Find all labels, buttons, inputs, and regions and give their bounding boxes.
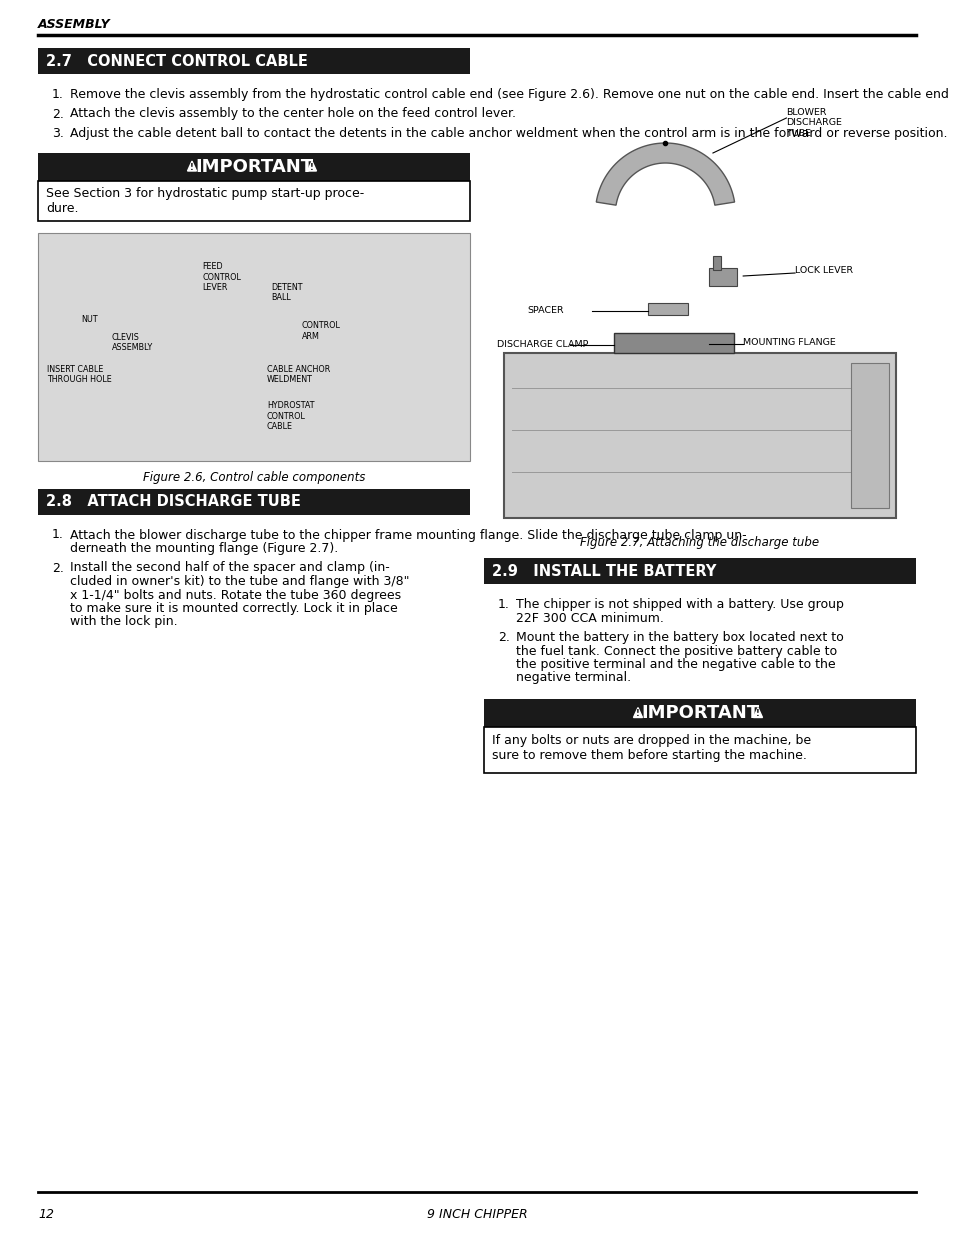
- Text: Adjust the cable detent ball to contact the detents in the cable anchor weldment: Adjust the cable detent ball to contact …: [70, 127, 946, 140]
- Text: LOCK LEVER: LOCK LEVER: [794, 266, 852, 275]
- Text: 1.: 1.: [497, 598, 509, 611]
- Text: ASSEMBLY: ASSEMBLY: [38, 19, 111, 32]
- Text: 2.9   INSTALL THE BATTERY: 2.9 INSTALL THE BATTERY: [492, 563, 716, 578]
- Bar: [613, 333, 733, 353]
- Bar: [38, 489, 470, 515]
- Bar: [647, 303, 687, 315]
- Polygon shape: [188, 161, 196, 170]
- Text: to make sure it is mounted correctly. Lock it in place: to make sure it is mounted correctly. Lo…: [70, 601, 397, 615]
- Text: CABLE ANCHOR
WELDMENT: CABLE ANCHOR WELDMENT: [267, 364, 330, 384]
- Text: 1.: 1.: [52, 529, 64, 541]
- Text: Attach the clevis assembly to the center hole on the feed control lever.: Attach the clevis assembly to the center…: [70, 107, 516, 121]
- Text: IMPORTANT: IMPORTANT: [640, 704, 759, 722]
- Text: BLOWER
DISCHARGE
TUBE: BLOWER DISCHARGE TUBE: [785, 107, 841, 138]
- Text: DISCHARGE CLAMP: DISCHARGE CLAMP: [497, 340, 588, 350]
- Bar: [38, 152, 470, 180]
- Text: negative terminal.: negative terminal.: [516, 672, 631, 684]
- Bar: [708, 268, 736, 287]
- Text: 9 INCH CHIPPER: 9 INCH CHIPPER: [426, 1208, 527, 1221]
- Text: !: !: [190, 163, 193, 172]
- Text: Attach the blower discharge tube to the chipper frame mounting flange. Slide the: Attach the blower discharge tube to the …: [70, 529, 746, 541]
- Text: Install the second half of the spacer and clamp (in-: Install the second half of the spacer an…: [70, 562, 390, 574]
- Bar: [483, 699, 915, 727]
- Bar: [38, 48, 470, 74]
- Text: Remove the clevis assembly from the hydrostatic control cable end (see Figure 2.: Remove the clevis assembly from the hydr…: [70, 88, 953, 101]
- Bar: [483, 727, 915, 773]
- Text: 3.: 3.: [52, 127, 64, 140]
- Bar: [850, 363, 888, 508]
- Text: derneath the mounting flange (Figure 2.7).: derneath the mounting flange (Figure 2.7…: [70, 542, 338, 555]
- Text: 2.: 2.: [497, 631, 509, 643]
- Text: NUT: NUT: [81, 315, 98, 324]
- Text: IMPORTANT: IMPORTANT: [194, 158, 313, 175]
- Polygon shape: [753, 708, 761, 718]
- Polygon shape: [633, 708, 641, 718]
- Text: the positive terminal and the negative cable to the: the positive terminal and the negative c…: [516, 658, 835, 671]
- Text: 12: 12: [38, 1208, 54, 1221]
- Text: 2.: 2.: [52, 107, 64, 121]
- Text: SPACER: SPACER: [527, 306, 563, 315]
- Text: !: !: [756, 709, 760, 719]
- Text: Figure 2.7, Attaching the discharge tube: Figure 2.7, Attaching the discharge tube: [579, 536, 819, 550]
- Text: 1.: 1.: [52, 88, 64, 101]
- Text: !: !: [310, 163, 314, 172]
- Text: 2.7   CONNECT CONTROL CABLE: 2.7 CONNECT CONTROL CABLE: [46, 53, 308, 68]
- Bar: [483, 48, 915, 526]
- Text: The chipper is not shipped with a battery. Use group: The chipper is not shipped with a batter…: [516, 598, 843, 611]
- Text: CONTROL
ARM: CONTROL ARM: [301, 321, 340, 341]
- Text: HYDROSTAT
CONTROL
CABLE: HYDROSTAT CONTROL CABLE: [267, 401, 314, 431]
- Text: INSERT CABLE
THROUGH HOLE: INSERT CABLE THROUGH HOLE: [47, 364, 112, 384]
- Text: If any bolts or nuts are dropped in the machine, be
sure to remove them before s: If any bolts or nuts are dropped in the …: [492, 734, 810, 762]
- Text: the fuel tank. Connect the positive battery cable to: the fuel tank. Connect the positive batt…: [516, 645, 836, 657]
- Text: CLEVIS
ASSEMBLY: CLEVIS ASSEMBLY: [112, 332, 152, 352]
- Bar: [712, 256, 720, 270]
- Polygon shape: [596, 143, 734, 205]
- Text: 2.: 2.: [52, 562, 64, 574]
- Text: !: !: [636, 709, 639, 719]
- Text: Mount the battery in the battery box located next to: Mount the battery in the battery box loc…: [516, 631, 842, 643]
- Bar: [503, 353, 895, 517]
- Bar: [483, 558, 915, 584]
- Text: See Section 3 for hydrostatic pump start-up proce-
dure.: See Section 3 for hydrostatic pump start…: [46, 188, 364, 215]
- Text: MOUNTING FLANGE: MOUNTING FLANGE: [742, 338, 835, 347]
- Text: 2.8   ATTACH DISCHARGE TUBE: 2.8 ATTACH DISCHARGE TUBE: [46, 494, 300, 509]
- Text: with the lock pin.: with the lock pin.: [70, 615, 177, 629]
- Bar: [38, 180, 470, 221]
- Text: FEED
CONTROL
LEVER: FEED CONTROL LEVER: [202, 262, 241, 291]
- Text: cluded in owner's kit) to the tube and flange with 3/8": cluded in owner's kit) to the tube and f…: [70, 576, 409, 588]
- Polygon shape: [307, 161, 316, 170]
- Text: Figure 2.6, Control cable components: Figure 2.6, Control cable components: [143, 471, 365, 483]
- Text: x 1-1/4" bolts and nuts. Rotate the tube 360 degrees: x 1-1/4" bolts and nuts. Rotate the tube…: [70, 589, 400, 601]
- Bar: [38, 232, 470, 461]
- Text: DETENT
BALL: DETENT BALL: [271, 283, 302, 303]
- Text: 22F 300 CCA minimum.: 22F 300 CCA minimum.: [516, 611, 663, 625]
